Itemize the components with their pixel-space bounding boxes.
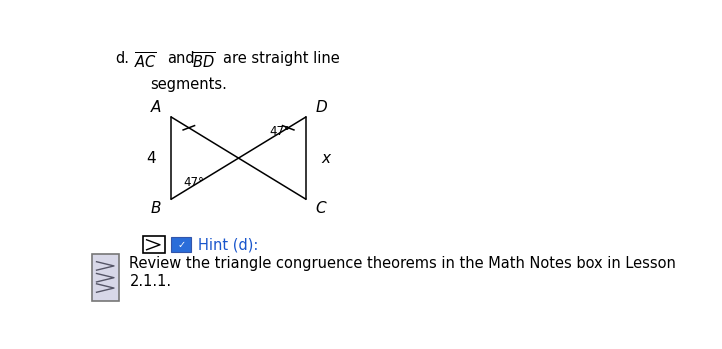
Bar bbox=[92, 254, 119, 301]
Text: 4: 4 bbox=[146, 151, 156, 166]
Text: and: and bbox=[167, 51, 194, 66]
Bar bbox=[144, 236, 165, 253]
Text: A: A bbox=[151, 100, 161, 115]
Text: d.: d. bbox=[116, 51, 129, 66]
Text: x: x bbox=[321, 151, 331, 166]
Text: ✓: ✓ bbox=[177, 240, 186, 250]
Text: are straight line: are straight line bbox=[223, 51, 340, 66]
Text: Hint (d):: Hint (d): bbox=[198, 237, 258, 252]
Text: $\overline{BD}$: $\overline{BD}$ bbox=[192, 51, 215, 72]
Bar bbox=[171, 237, 191, 252]
Text: segments.: segments. bbox=[150, 77, 227, 92]
Text: C: C bbox=[316, 201, 326, 216]
Text: 2.1.1.: 2.1.1. bbox=[129, 274, 172, 289]
Text: 47°: 47° bbox=[183, 176, 204, 189]
Text: $\overline{AC}$: $\overline{AC}$ bbox=[134, 51, 157, 72]
Text: B: B bbox=[151, 201, 161, 216]
Text: Review the triangle congruence theorems in the Math Notes box in Lesson: Review the triangle congruence theorems … bbox=[129, 255, 677, 270]
Text: D: D bbox=[316, 100, 328, 115]
Text: 47°: 47° bbox=[269, 125, 290, 138]
